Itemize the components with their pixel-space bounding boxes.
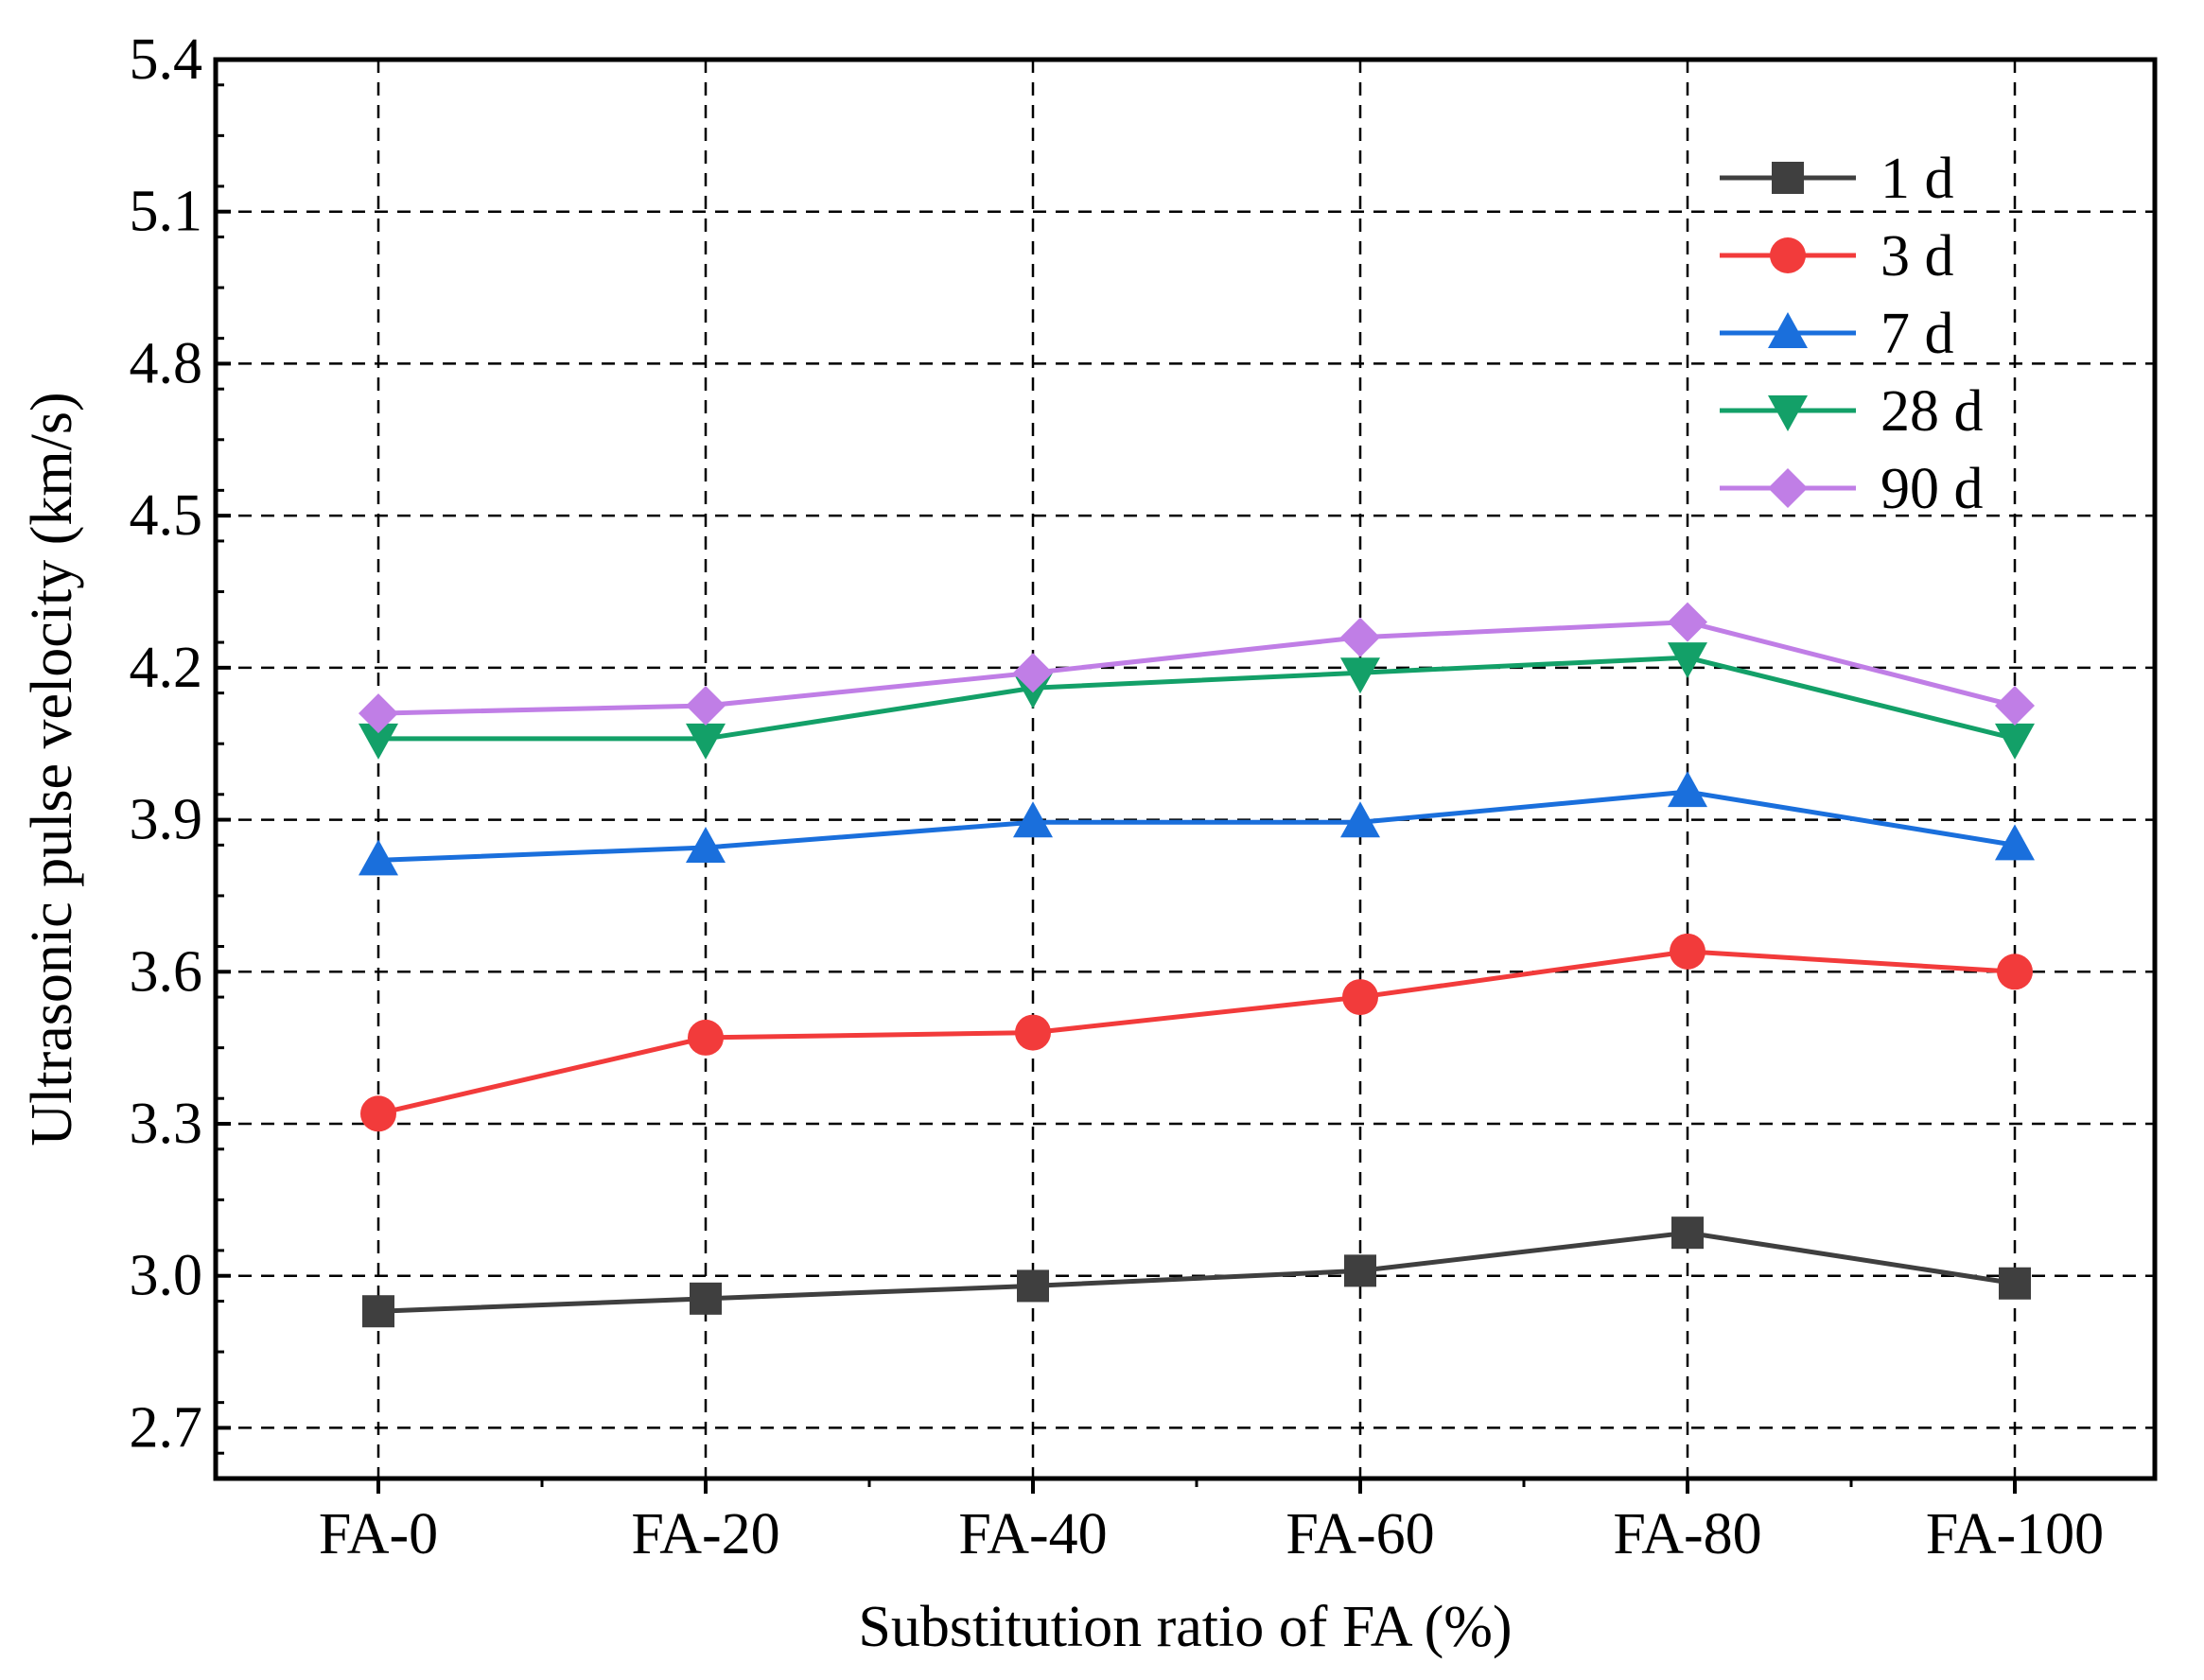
legend-label: 7 d bbox=[1880, 302, 1954, 366]
legend-label: 1 d bbox=[1880, 147, 1954, 211]
series-28d bbox=[359, 642, 2035, 760]
series-layer bbox=[359, 602, 2035, 1328]
data-point bbox=[360, 1095, 396, 1132]
data-point bbox=[1999, 1267, 2031, 1300]
data-point bbox=[1768, 312, 1808, 348]
data-point bbox=[1995, 723, 2035, 760]
data-point bbox=[688, 1019, 724, 1056]
data-point bbox=[1340, 657, 1380, 694]
data-point bbox=[686, 723, 726, 760]
data-point bbox=[1340, 801, 1380, 838]
legend-label: 3 d bbox=[1880, 224, 1954, 289]
series-1d bbox=[362, 1216, 2031, 1328]
data-point bbox=[686, 686, 726, 726]
x-axis-title: Substitution ratio of FA (%) bbox=[858, 1595, 1512, 1659]
series-line bbox=[377, 620, 2016, 716]
data-point bbox=[1668, 642, 1707, 679]
data-point bbox=[1015, 1014, 1051, 1051]
y-tick-label: 4.8 bbox=[130, 331, 203, 395]
data-point bbox=[1768, 395, 1808, 431]
legend: 1 d 3 d 7 d 28 d 90 d bbox=[1720, 147, 1984, 521]
x-tick-label: FA-0 bbox=[319, 1502, 438, 1566]
series-90d bbox=[359, 602, 2035, 734]
axes: 2.7 3.0 3.3 3.6 3.9 4.2 4.5 4.8 5.1 5.4 FA-0 FA-20 F… bbox=[130, 27, 2105, 1566]
data-point bbox=[690, 1282, 722, 1315]
data-point bbox=[1671, 1216, 1704, 1250]
legend-item: 90 d bbox=[1720, 457, 1984, 521]
y-tick-label: 3.9 bbox=[130, 788, 203, 852]
series-line bbox=[378, 655, 2016, 742]
x-tick-label: FA-80 bbox=[1613, 1502, 1761, 1566]
series-line bbox=[377, 1230, 2016, 1314]
legend-item: 7 d bbox=[1720, 302, 1954, 366]
data-point bbox=[1670, 933, 1705, 970]
data-point bbox=[1997, 954, 2033, 990]
series-3d bbox=[360, 933, 2033, 1132]
data-point bbox=[1668, 771, 1707, 808]
data-point bbox=[1668, 602, 1707, 642]
data-point bbox=[1344, 1254, 1376, 1287]
legend-label: 90 d bbox=[1880, 457, 1984, 521]
legend-item: 3 d bbox=[1720, 224, 1954, 289]
series-7d bbox=[359, 771, 2035, 876]
y-tick-label: 5.4 bbox=[130, 27, 203, 92]
data-point bbox=[686, 827, 726, 864]
data-point bbox=[1995, 824, 2035, 861]
y-tick-label: 4.2 bbox=[130, 636, 203, 700]
y-tick-label: 5.1 bbox=[130, 180, 203, 244]
data-point bbox=[359, 723, 398, 760]
x-tick-label: FA-40 bbox=[958, 1502, 1107, 1566]
data-point bbox=[1995, 686, 2035, 726]
y-tick-label: 2.7 bbox=[130, 1395, 203, 1460]
y-tick-label: 4.5 bbox=[130, 483, 203, 548]
y-tick-label: 3.0 bbox=[130, 1244, 203, 1308]
data-point bbox=[1013, 801, 1053, 838]
plot-frame bbox=[213, 57, 2158, 1481]
data-point bbox=[359, 839, 398, 876]
legend-item: 1 d bbox=[1720, 147, 1954, 211]
y-tick-label: 3.3 bbox=[130, 1092, 203, 1156]
y-axis-title: Ultrasonic pulse velocity (km/s) bbox=[20, 392, 84, 1146]
grid-lines bbox=[216, 60, 2155, 1479]
x-tick-label: FA-20 bbox=[631, 1502, 779, 1566]
data-point bbox=[359, 693, 398, 734]
series-line bbox=[377, 789, 2016, 863]
legend-label: 28 d bbox=[1880, 379, 1984, 444]
legend-item: 28 d bbox=[1720, 379, 1984, 444]
x-tick-label: FA-60 bbox=[1286, 1502, 1434, 1566]
data-point bbox=[1013, 653, 1053, 693]
data-point bbox=[1768, 468, 1808, 508]
series-line bbox=[377, 949, 2016, 1116]
data-point bbox=[1017, 1269, 1049, 1303]
y-tick-label: 3.6 bbox=[130, 939, 203, 1004]
data-point bbox=[1342, 979, 1378, 1016]
x-tick-label: FA-100 bbox=[1926, 1502, 2104, 1566]
data-point bbox=[1770, 237, 1806, 273]
data-point bbox=[1340, 617, 1380, 657]
data-point bbox=[1772, 162, 1804, 194]
data-point bbox=[362, 1295, 394, 1328]
